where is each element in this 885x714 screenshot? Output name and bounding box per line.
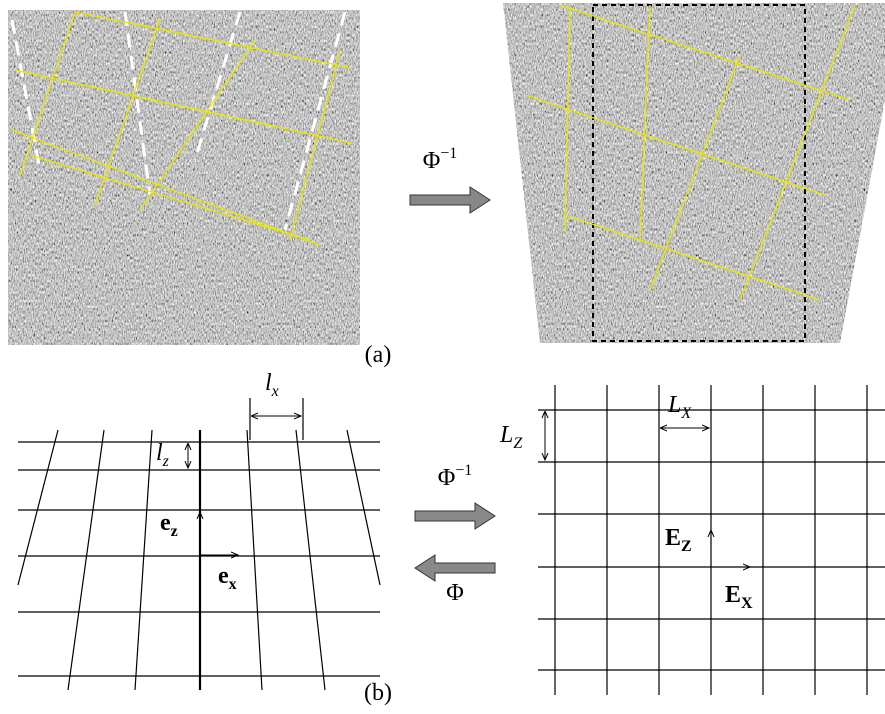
arrow-label: Φ (446, 580, 464, 606)
label-LZ: LZ (499, 422, 523, 452)
label-EX: EX (725, 582, 753, 612)
label-EZ: EZ (665, 525, 692, 555)
label-base: l (265, 370, 272, 396)
label-ez: ez (160, 510, 178, 540)
label-base: e (218, 563, 229, 589)
label-sub: X (680, 405, 692, 422)
label-sub: x (271, 383, 279, 400)
label-base: L (667, 392, 681, 418)
arrow-sup: −1 (455, 462, 472, 479)
transform-arrow: Φ−1 (409, 145, 491, 214)
rectified-photo (503, 3, 885, 343)
label-sub: z (162, 453, 170, 470)
world-grid (538, 385, 885, 695)
arrow-label: Φ (438, 465, 456, 491)
arrow-sup: −1 (440, 145, 457, 162)
label-LX: LX (667, 392, 692, 422)
label-lx: lx (265, 370, 279, 400)
arrow-label: Φ (423, 148, 441, 174)
label-base: E (665, 525, 681, 551)
label-base: E (725, 582, 741, 608)
field-photo (8, 10, 360, 345)
caption: (a) (365, 342, 392, 368)
label-sub: Z (681, 538, 692, 555)
label-base: L (499, 422, 513, 448)
label-lz: lz (156, 440, 170, 470)
caption: (b) (364, 680, 392, 706)
label-sub: X (741, 595, 753, 612)
svg-text:Φ−1: Φ−1 (423, 145, 458, 174)
label-ex: ex (218, 563, 237, 593)
label-sub: Z (513, 435, 523, 452)
svg-text:Φ−1: Φ−1 (438, 462, 473, 491)
perspective-grid (17, 398, 381, 691)
label-sub: x (229, 576, 237, 593)
label-base: e (160, 510, 171, 536)
map-arrows: Φ−1 Φ (414, 462, 496, 606)
label-sub: z (171, 523, 178, 540)
label-base: l (156, 440, 163, 466)
